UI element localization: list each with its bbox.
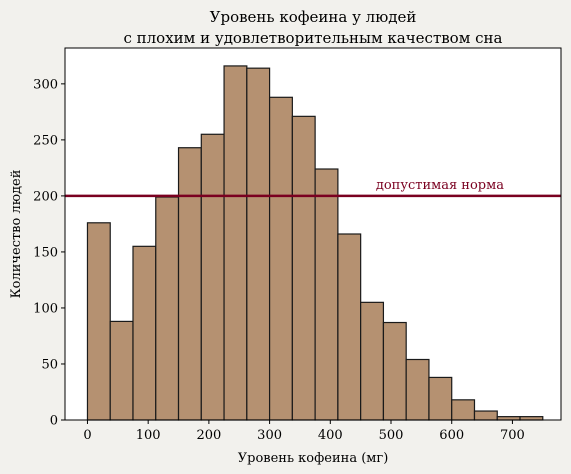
reference-line-label: допустимая норма bbox=[376, 178, 504, 193]
histogram-bar bbox=[314, 168, 339, 421]
reference-line-group: допустимая норма bbox=[65, 178, 561, 198]
histogram-bar bbox=[337, 233, 362, 421]
histogram-bar bbox=[382, 321, 407, 421]
histogram-bar bbox=[155, 196, 180, 421]
histogram-bar bbox=[473, 410, 498, 421]
x-tick-label: 300 bbox=[257, 428, 282, 443]
y-axis-label: Количество людей bbox=[9, 170, 24, 299]
x-tick-label: 600 bbox=[439, 428, 464, 443]
x-tick-label: 400 bbox=[318, 428, 343, 443]
histogram-bar bbox=[519, 416, 544, 421]
x-tick-label: 100 bbox=[136, 428, 161, 443]
y-tick-label: 250 bbox=[33, 133, 58, 148]
histogram-bar bbox=[200, 133, 225, 421]
histogram-bar bbox=[428, 376, 453, 421]
histogram-bar bbox=[132, 245, 157, 421]
histogram-bar bbox=[177, 147, 202, 421]
histogram-bar bbox=[405, 358, 430, 421]
x-tick-label: 0 bbox=[83, 428, 91, 443]
y-axis-ticks: 0 50 100 150 200 250 300 bbox=[33, 77, 65, 429]
y-tick-label: 150 bbox=[33, 245, 58, 260]
x-axis-ticks: 0 100 200 300 400 500 600 700 bbox=[83, 420, 525, 443]
y-tick-label: 50 bbox=[41, 357, 58, 372]
y-tick-label: 200 bbox=[33, 189, 58, 204]
histogram-bar bbox=[496, 416, 521, 421]
histogram-bar bbox=[86, 222, 111, 421]
x-axis-label: Уровень кофеина (мг) bbox=[238, 451, 389, 466]
x-tick-label: 200 bbox=[196, 428, 221, 443]
histogram-bars bbox=[86, 65, 544, 421]
histogram-bar bbox=[268, 96, 293, 421]
y-tick-label: 0 bbox=[50, 414, 58, 429]
plot-frame bbox=[64, 47, 562, 421]
y-tick-label: 300 bbox=[33, 77, 58, 92]
chart-title-line-1: Уровень кофеина у людей bbox=[210, 8, 417, 26]
x-tick-label: 700 bbox=[500, 428, 525, 443]
chart-title-line-2: с плохим и удовлетворительным качеством … bbox=[123, 29, 502, 47]
histogram-bar bbox=[451, 399, 476, 421]
histogram-bar bbox=[291, 115, 316, 421]
histogram-bar bbox=[223, 65, 248, 421]
y-tick-label: 100 bbox=[33, 301, 58, 316]
x-tick-label: 500 bbox=[379, 428, 404, 443]
histogram-bar bbox=[109, 320, 134, 421]
histogram-bar bbox=[360, 301, 385, 421]
histogram-bar bbox=[246, 67, 271, 421]
